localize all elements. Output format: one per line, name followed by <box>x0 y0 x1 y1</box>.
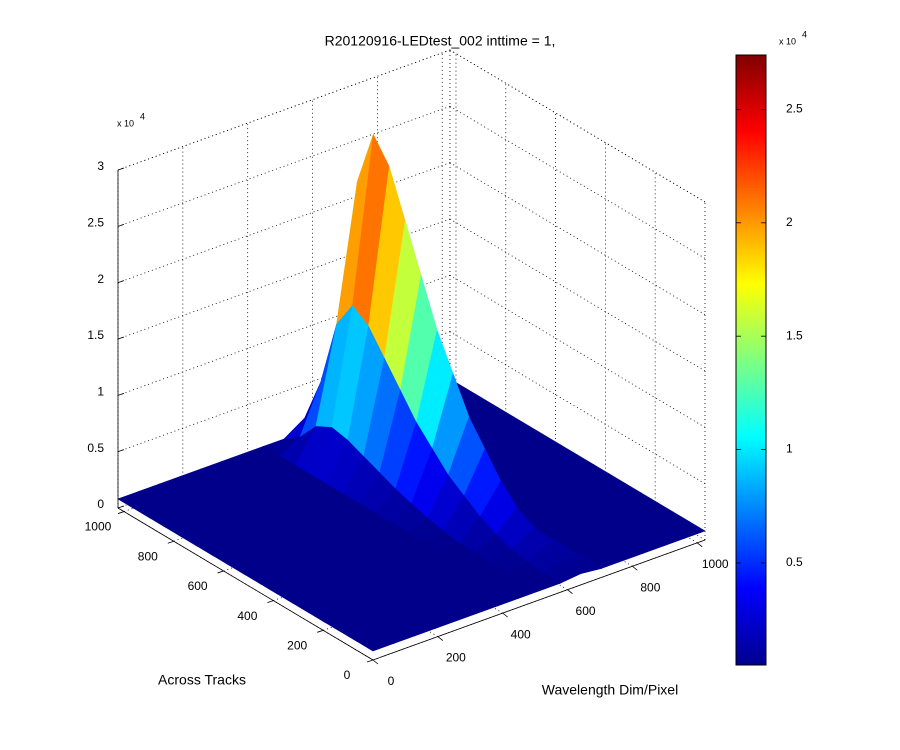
x-tick-label: 400 <box>511 627 531 641</box>
z-tick <box>117 336 125 340</box>
x-tick <box>632 565 638 571</box>
y-axis-label: Across Tracks <box>158 672 246 688</box>
x-tick <box>437 636 444 641</box>
surface-cell <box>356 633 395 652</box>
z-tick-label: 3 <box>97 159 104 173</box>
y-tick-label: 1000 <box>85 520 112 534</box>
colorbar-tick-label: 1.5 <box>786 328 803 342</box>
z-tick <box>117 223 125 227</box>
y-tick <box>366 659 374 663</box>
grid-line <box>449 331 706 485</box>
y-tick-label: 200 <box>287 638 307 652</box>
z-tick <box>117 167 125 171</box>
colorbar <box>735 54 767 666</box>
y-axis <box>117 507 374 661</box>
grid-line <box>117 105 451 227</box>
colorbar-exponent-base: x 10 <box>779 36 796 46</box>
x-tick-label: 1000 <box>702 557 729 571</box>
grid-line <box>449 274 706 428</box>
grid-line <box>117 274 451 396</box>
grid-line <box>117 218 451 340</box>
x-tick <box>502 612 508 618</box>
y-tick <box>117 511 125 514</box>
z-tick-label: 2.5 <box>87 216 104 230</box>
x-tick <box>567 589 573 594</box>
z-tick-label: 0.5 <box>87 441 104 455</box>
grid-line <box>449 105 706 259</box>
y-tick-label: 800 <box>138 549 158 563</box>
x-axis <box>372 539 706 661</box>
y-tick <box>167 540 174 544</box>
z-tick-label: 0 <box>97 497 104 511</box>
grid-line <box>117 162 451 284</box>
x-tick-label: 800 <box>640 580 660 594</box>
x-axis-label: Wavelength Dim/Pixel <box>542 682 678 698</box>
z-tick <box>117 392 125 396</box>
y-tick <box>317 629 324 633</box>
y-tick-label: 0 <box>344 668 351 682</box>
grid-line <box>449 162 706 316</box>
grid-line <box>449 218 706 372</box>
y-tick-label: 400 <box>237 609 257 623</box>
grid-line <box>449 49 706 203</box>
z-tick <box>117 449 125 453</box>
z-tick <box>117 505 125 509</box>
chart-title: R20120916-LEDtest_002 inttime = 1, <box>325 33 556 49</box>
x-tick-label: 0 <box>388 674 395 688</box>
grid-line <box>117 331 451 453</box>
colorbar-tick-label: 2 <box>786 215 793 229</box>
z-tick-label: 1 <box>97 385 104 399</box>
colorbar-tick-label: 1 <box>786 442 793 456</box>
z-tick-label: 2 <box>97 272 104 286</box>
z-exponent-power: 4 <box>140 111 145 121</box>
colorbar-tick-label: 2.5 <box>786 102 803 116</box>
z-tick <box>117 280 125 284</box>
colorbar-tick-label: 0.5 <box>786 555 803 569</box>
x-tick-label: 600 <box>576 604 596 618</box>
y-tick <box>267 600 274 604</box>
z-exponent-base: x 10 <box>117 118 134 128</box>
y-tick-label: 600 <box>188 579 208 593</box>
colorbar-exponent-power: 4 <box>802 29 807 39</box>
y-tick <box>217 570 224 574</box>
x-tick-label: 200 <box>446 651 466 665</box>
grid-line <box>117 49 451 171</box>
x-tick <box>372 659 379 665</box>
x-tick <box>696 542 703 548</box>
z-tick-label: 1.5 <box>87 328 104 342</box>
